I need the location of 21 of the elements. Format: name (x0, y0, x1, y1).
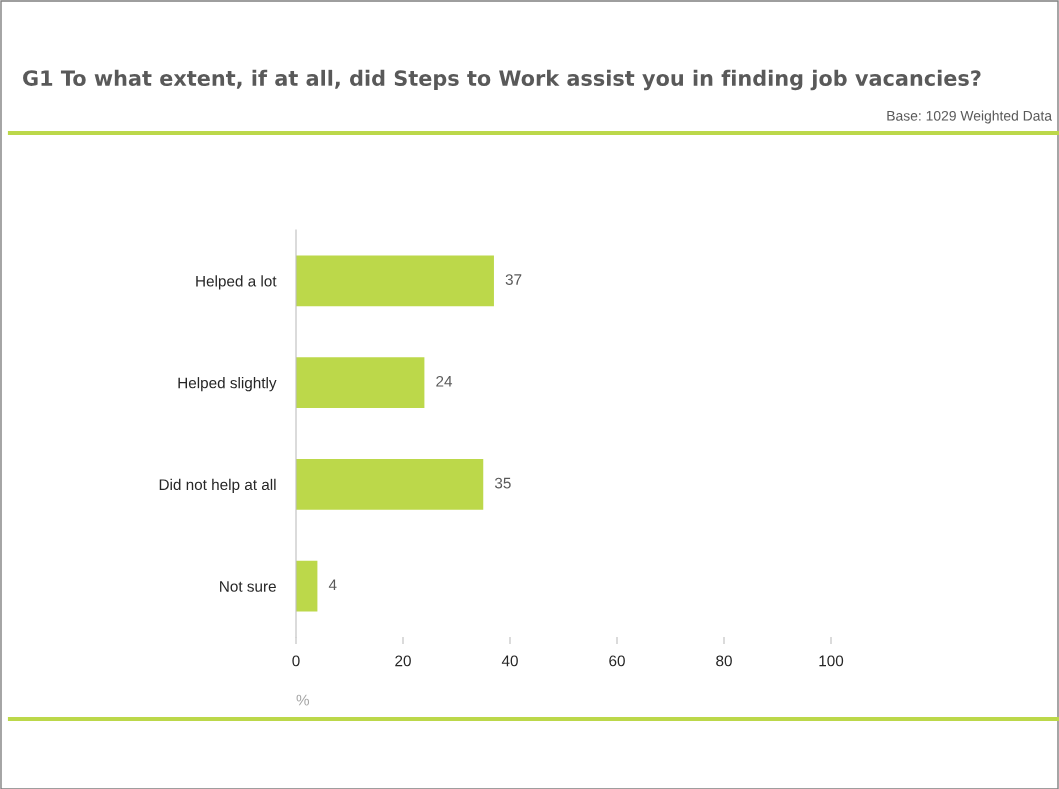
data-label: 24 (436, 375, 453, 387)
x-tick-label: 20 (395, 655, 411, 667)
chart-title: G1 To what extent, if at all, did Steps to Work assist you in finding job vacancies? (23, 69, 981, 91)
x-tick-label: 80 (716, 655, 732, 667)
y-tick-label: Not sure (220, 581, 276, 592)
y-tick-label: Helped slightly (178, 377, 277, 392)
y-tick-label: Did not help at all (159, 478, 276, 494)
bar (296, 255, 494, 307)
bar (296, 357, 425, 409)
x-tick-label: 0 (292, 655, 300, 667)
x-tick-label: 60 (609, 655, 625, 667)
x-axis-title: % (296, 694, 310, 706)
data-label: 37 (505, 274, 522, 285)
data-label: 35 (494, 477, 511, 489)
x-tick-label: 40 (501, 655, 518, 667)
data-label: 4 (328, 579, 337, 591)
text: Base: 1029 Weighted Data (887, 110, 1053, 124)
y-tick-label: Helped a lot (196, 275, 277, 290)
bar (296, 458, 484, 510)
bar (296, 560, 318, 612)
x-tick-label: 100 (819, 655, 844, 667)
